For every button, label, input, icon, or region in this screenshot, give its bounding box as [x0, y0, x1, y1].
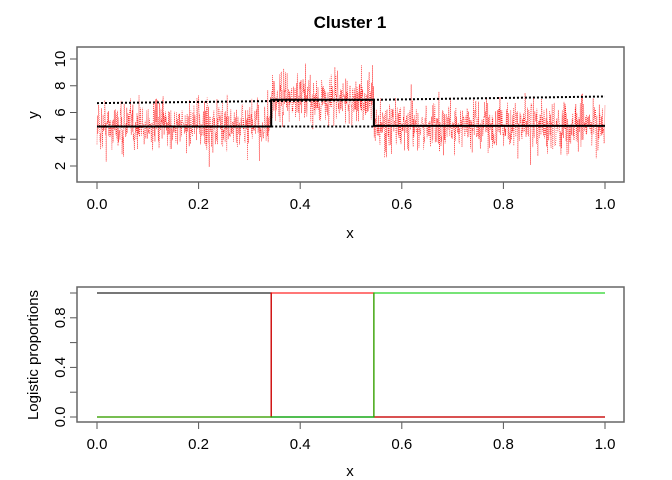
proportion-red-line — [97, 292, 605, 418]
observations-series — [96, 63, 606, 167]
top-y-label: y — [25, 111, 42, 119]
bottom-y-label: Logistic proportions — [25, 290, 42, 420]
x-tick-label: 0.4 — [290, 436, 311, 453]
x-tick-label: 0.4 — [290, 196, 311, 213]
y-tick-label: 10 — [52, 51, 69, 68]
x-tick-label: 0.0 — [87, 196, 108, 213]
y-tick-label: 0.8 — [52, 307, 69, 328]
x-tick-label: 1.0 — [595, 196, 616, 213]
y-tick-label: 4 — [52, 135, 69, 143]
x-tick-label: 1.0 — [595, 436, 616, 453]
proportion-green-line — [97, 292, 605, 418]
bottom-panel: 0.0 0.2 0.4 0.6 0.8 1.0 0.0 0.4 0.8 — [52, 286, 625, 453]
x-tick-label: 0.0 — [87, 436, 108, 453]
plot-box — [76, 46, 625, 183]
bottom-x-label: x — [346, 463, 354, 480]
x-tick-label: 0.8 — [493, 196, 514, 213]
plot-box — [76, 286, 625, 423]
upper-dotted-line — [96, 95, 606, 105]
y-tick-label: 0.4 — [52, 357, 69, 378]
proportion-black-line — [97, 292, 605, 418]
x-tick-label: 0.6 — [391, 436, 412, 453]
y-tick-label: 0.0 — [52, 407, 69, 428]
x-tick-label: 0.6 — [391, 196, 412, 213]
y-tick-label: 8 — [52, 82, 69, 90]
x-tick-label: 0.2 — [188, 196, 209, 213]
chart-title: Cluster 1 — [314, 13, 387, 32]
y-tick-label: 6 — [52, 108, 69, 116]
top-panel: 0.0 0.2 0.4 0.6 0.8 1.0 2 4 6 8 10 — [52, 46, 625, 213]
top-x-label: x — [346, 225, 354, 242]
x-tick-label: 0.8 — [493, 436, 514, 453]
x-tick-label: 0.2 — [188, 436, 209, 453]
y-tick-label: 2 — [52, 162, 69, 170]
